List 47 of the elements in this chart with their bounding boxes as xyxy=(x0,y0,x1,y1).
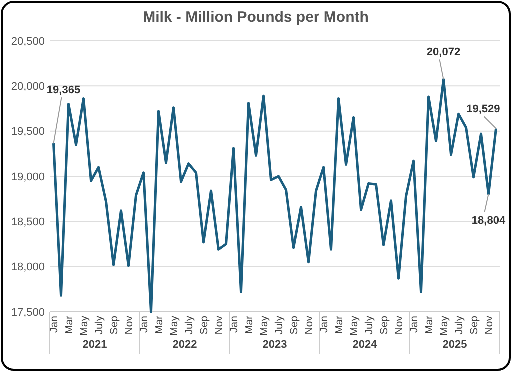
x-tick-label: July xyxy=(183,315,196,335)
x-tick-label: Nov xyxy=(483,315,496,335)
x-tick-label: May xyxy=(168,315,180,336)
text: 2022 xyxy=(172,339,198,351)
data-label: 20,072 xyxy=(426,46,461,59)
x-tick-label: Sep xyxy=(378,316,390,335)
x-tick-label: July xyxy=(273,315,286,335)
x-tick-label: Jan xyxy=(408,316,420,333)
data-label: 18,804 xyxy=(472,215,506,228)
y-tick-label: 18,000 xyxy=(11,262,45,274)
x-tick-label: Sep xyxy=(108,316,120,335)
x-tick-label: Mar xyxy=(63,316,76,334)
y-tick-label: 18,500 xyxy=(11,216,45,229)
y-tick-label: 19,000 xyxy=(11,171,45,184)
y-tick-label: 19,500 xyxy=(11,126,45,138)
text: 2021 xyxy=(82,339,108,351)
x-tick-label: July xyxy=(93,315,106,335)
data-label: 19,365 xyxy=(46,84,81,97)
x-tick-label: May xyxy=(438,315,450,336)
x-tick-label: Sep xyxy=(468,316,480,335)
x-tick-label: Nov xyxy=(303,315,316,335)
x-tick-label: Jan xyxy=(48,316,60,333)
x-tick-label: Jan xyxy=(228,316,240,333)
x-tick-label: Sep xyxy=(198,316,210,335)
x-tick-label: Nov xyxy=(123,315,136,335)
x-tick-label: Jan xyxy=(318,316,330,333)
text: 2023 xyxy=(262,339,288,351)
x-tick-label: Nov xyxy=(393,315,406,335)
text: 2025 xyxy=(442,339,468,351)
chart-title: Milk - Million Pounds per Month xyxy=(143,9,369,26)
text: 2024 xyxy=(352,339,378,351)
x-tick-label: Mar xyxy=(153,316,166,334)
x-tick-label: May xyxy=(78,315,90,336)
y-tick-label: 17,500 xyxy=(11,306,45,319)
y-tick-label: 20,000 xyxy=(11,81,45,94)
data-label: 19,529 xyxy=(466,104,500,116)
x-tick-label: May xyxy=(348,315,360,336)
x-tick-label: Mar xyxy=(423,316,436,334)
x-tick-label: Jan xyxy=(138,316,150,333)
x-tick-label: Sep xyxy=(288,316,300,335)
x-tick-label: Mar xyxy=(243,316,256,334)
x-tick-label: July xyxy=(363,315,376,335)
x-tick-label: Mar xyxy=(333,316,346,334)
x-tick-label: July xyxy=(453,315,466,335)
y-tick-label: 20,500 xyxy=(11,36,45,48)
x-tick-label: Nov xyxy=(213,315,226,335)
x-tick-label: May xyxy=(258,315,270,336)
